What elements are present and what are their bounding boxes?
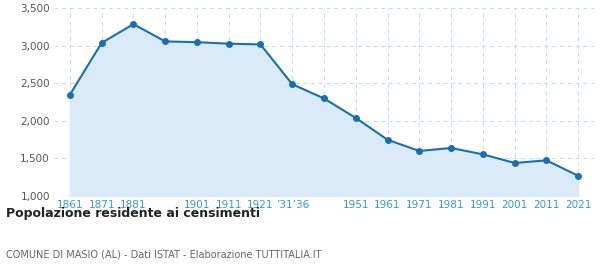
Text: Popolazione residente ai censimenti: Popolazione residente ai censimenti — [6, 207, 260, 220]
Point — [192, 40, 202, 45]
Point — [256, 42, 265, 47]
Point — [65, 92, 74, 97]
Point — [287, 82, 297, 87]
Point — [128, 22, 138, 26]
Text: COMUNE DI MASIO (AL) - Dati ISTAT - Elaborazione TUTTITALIA.IT: COMUNE DI MASIO (AL) - Dati ISTAT - Elab… — [6, 249, 322, 259]
Point — [446, 146, 456, 150]
Point — [351, 116, 361, 120]
Point — [415, 149, 424, 153]
Point — [319, 96, 329, 101]
Point — [510, 161, 520, 165]
Point — [478, 152, 488, 157]
Point — [542, 158, 551, 163]
Point — [97, 41, 106, 45]
Point — [574, 174, 583, 178]
Point — [160, 39, 170, 44]
Point — [224, 41, 233, 46]
Point — [383, 137, 392, 142]
